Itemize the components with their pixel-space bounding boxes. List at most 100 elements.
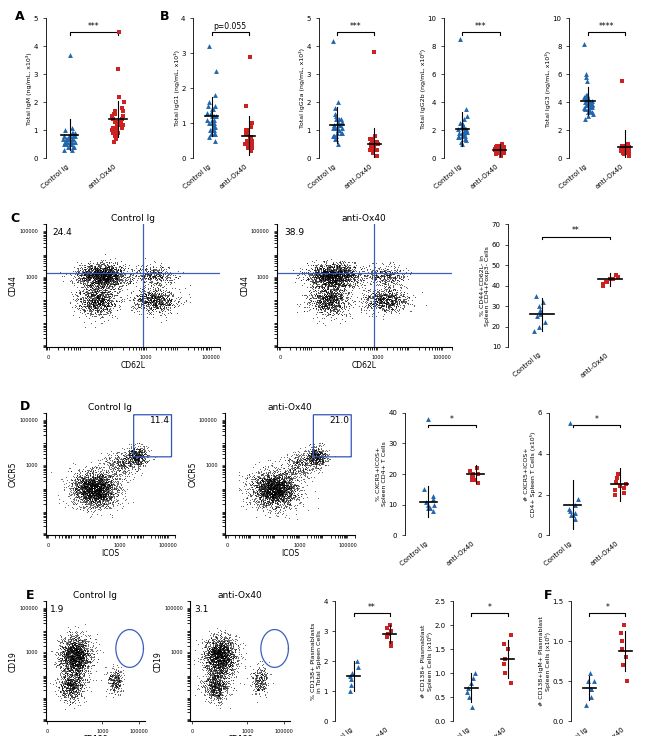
Point: [61, 653, 72, 665]
Point: [92, 273, 103, 285]
Point: [292, 461, 303, 473]
Point: [326, 280, 337, 291]
Point: [100, 274, 110, 286]
Point: [324, 272, 334, 283]
Point: [341, 271, 351, 283]
Point: [209, 686, 220, 698]
Point: [266, 480, 276, 492]
Point: [205, 647, 215, 659]
Point: [107, 295, 117, 307]
Point: [109, 275, 119, 287]
Point: [138, 289, 149, 301]
Point: [92, 270, 102, 282]
Point: [129, 471, 140, 483]
Point: [66, 645, 77, 657]
Point: [94, 273, 104, 285]
Point: [164, 299, 174, 311]
Point: [269, 477, 280, 489]
Point: [326, 286, 337, 298]
Point: [221, 642, 231, 654]
Point: [215, 644, 226, 656]
Point: [101, 471, 112, 483]
Point: [90, 266, 100, 278]
Point: [369, 289, 380, 300]
Point: [326, 279, 337, 291]
Point: [308, 292, 318, 304]
Point: [306, 452, 316, 464]
Point: [100, 286, 110, 297]
Point: [333, 261, 344, 273]
Point: [212, 658, 222, 670]
Point: [114, 274, 124, 286]
Point: [341, 262, 351, 274]
Point: [75, 646, 86, 658]
Point: [324, 275, 335, 287]
Point: [338, 258, 348, 269]
Point: [73, 651, 83, 662]
Point: [274, 478, 284, 489]
Point: [83, 476, 94, 488]
Point: [209, 118, 220, 130]
Point: [202, 643, 212, 655]
Point: [72, 654, 82, 665]
Point: [344, 264, 354, 276]
Point: [214, 654, 225, 666]
Point: [285, 485, 296, 497]
Point: [68, 671, 78, 683]
Point: [268, 481, 278, 492]
Point: [324, 303, 335, 315]
Point: [111, 495, 122, 506]
Point: [326, 271, 336, 283]
Point: [308, 447, 318, 459]
Point: [109, 269, 119, 280]
Point: [407, 294, 417, 306]
Point: [207, 645, 217, 657]
Point: [75, 653, 85, 665]
Point: [309, 276, 320, 288]
Point: [328, 298, 339, 310]
Point: [237, 652, 248, 664]
Point: [318, 291, 329, 303]
Point: [211, 651, 221, 663]
Point: [96, 473, 107, 485]
Point: [77, 625, 88, 637]
Point: [66, 644, 77, 656]
Point: [96, 489, 106, 500]
Point: [71, 652, 81, 664]
Point: [278, 478, 288, 490]
Point: [99, 262, 109, 274]
Point: [381, 294, 391, 305]
Point: [309, 451, 320, 463]
Point: [252, 672, 263, 684]
Point: [101, 261, 112, 273]
Point: [94, 291, 105, 303]
Point: [58, 495, 68, 507]
Point: [382, 291, 393, 302]
Point: [153, 263, 163, 275]
Point: [307, 267, 318, 279]
Point: [127, 456, 138, 467]
Point: [138, 270, 149, 282]
Point: [211, 644, 221, 656]
Point: [117, 275, 127, 287]
Point: [319, 266, 330, 277]
Point: [274, 474, 285, 486]
Point: [303, 504, 313, 516]
Point: [77, 651, 88, 662]
Point: [374, 297, 385, 308]
Point: [315, 451, 326, 463]
Point: [129, 450, 139, 461]
Point: [263, 482, 273, 494]
Point: [253, 657, 263, 669]
Point: [621, 143, 632, 155]
Point: [77, 474, 87, 486]
Point: [73, 272, 83, 283]
Point: [271, 476, 281, 488]
Point: [98, 481, 108, 493]
Point: [262, 489, 272, 501]
Point: [98, 482, 108, 494]
Point: [78, 286, 88, 297]
Point: [244, 132, 255, 144]
Point: [75, 495, 86, 507]
Point: [304, 451, 315, 463]
